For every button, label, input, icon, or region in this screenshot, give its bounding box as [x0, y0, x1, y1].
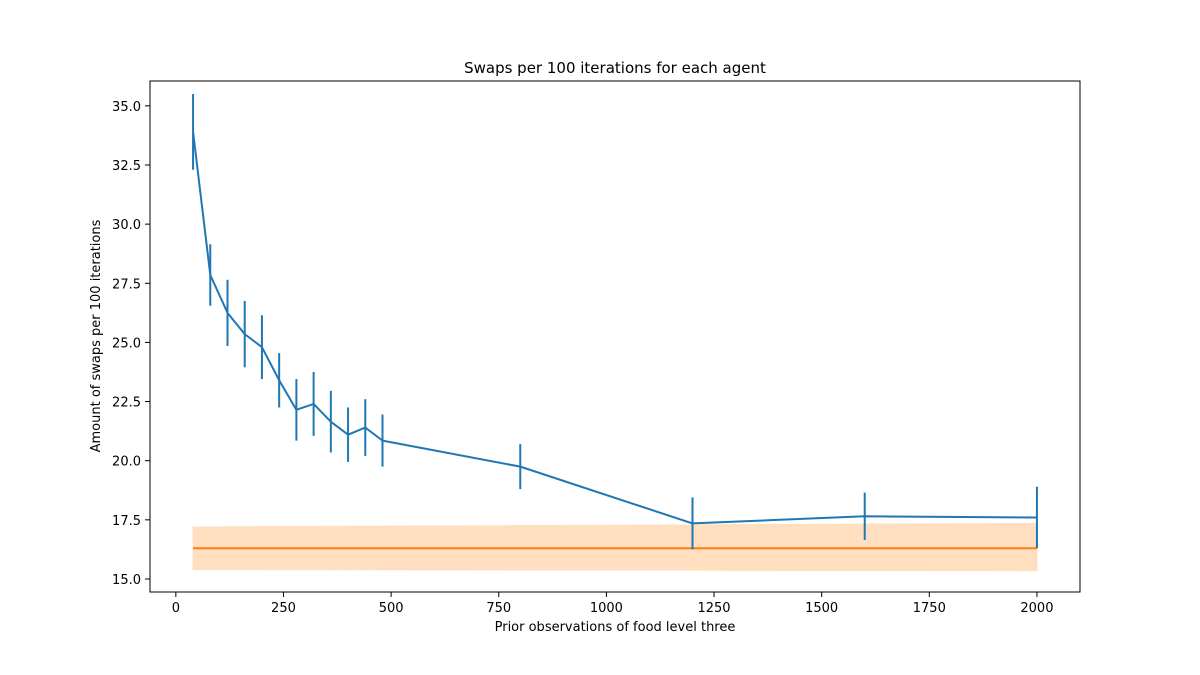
- series-1-band: [192, 522, 1038, 572]
- series-lines: [192, 131, 1037, 550]
- y-tick-label: 15.0: [112, 573, 141, 588]
- y-axis-ticks: 15.0 17.5 20.0 22.5 25.0 27.5 30.0 32.5 35.0: [112, 100, 150, 588]
- x-tick-label: 1000: [590, 601, 623, 616]
- series-0-line: [192, 131, 1037, 525]
- y-tick-label: 27.5: [112, 277, 141, 292]
- x-tick-label: 2000: [1020, 601, 1053, 616]
- x-axis-label: Prior observations of food level three: [495, 620, 736, 635]
- y-tick-label: 25.0: [112, 336, 141, 351]
- chart-title: Swaps per 100 iterations for each agent: [464, 59, 766, 77]
- y-tick-label: 17.5: [112, 514, 141, 529]
- x-tick-label: 750: [486, 601, 511, 616]
- x-tick-label: 0: [172, 601, 180, 616]
- y-tick-label: 22.5: [112, 396, 141, 411]
- x-tick-label: 1750: [913, 601, 946, 616]
- x-tick-label: 1500: [805, 601, 838, 616]
- x-tick-label: 1250: [697, 601, 730, 616]
- error-bars: [192, 94, 1038, 550]
- y-tick-label: 20.0: [112, 455, 141, 470]
- x-tick-label: 250: [271, 601, 296, 616]
- confidence-bands: [192, 522, 1038, 572]
- plot-frame: [149, 80, 1081, 593]
- y-tick-label: 32.5: [112, 159, 141, 174]
- y-axis-label: Amount of swaps per 100 iterations: [89, 219, 104, 452]
- y-tick-label: 30.0: [112, 218, 141, 233]
- x-axis-ticks: 0 250 500 750 1000 1250 1500 1750 2000: [172, 592, 1053, 616]
- x-tick-label: 500: [379, 601, 404, 616]
- y-tick-label: 35.0: [112, 100, 141, 115]
